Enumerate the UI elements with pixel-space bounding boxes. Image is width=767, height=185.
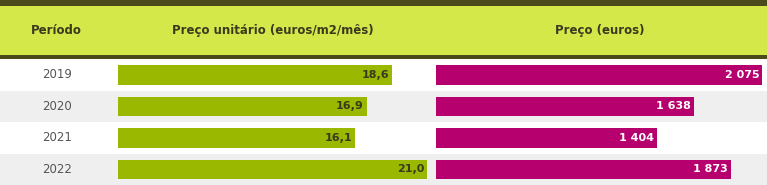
Bar <box>436 159 731 179</box>
Text: 2 075: 2 075 <box>725 70 759 80</box>
Text: 1 638: 1 638 <box>656 101 690 111</box>
Bar <box>436 128 657 148</box>
Bar <box>118 65 392 85</box>
Text: 18,6: 18,6 <box>361 70 389 80</box>
Text: 2019: 2019 <box>42 68 71 81</box>
Bar <box>118 97 367 116</box>
Text: Período: Período <box>31 23 82 37</box>
Bar <box>118 128 355 148</box>
Text: 2022: 2022 <box>42 163 71 176</box>
Text: 2021: 2021 <box>42 131 71 144</box>
Text: 1 404: 1 404 <box>619 133 654 143</box>
Text: 21,0: 21,0 <box>397 164 424 174</box>
Bar <box>436 65 762 85</box>
Text: Preço unitário (euros/m2/mês): Preço unitário (euros/m2/mês) <box>172 23 374 37</box>
Text: 1 873: 1 873 <box>693 164 728 174</box>
Text: 2020: 2020 <box>42 100 71 113</box>
Bar <box>118 159 427 179</box>
Text: 16,1: 16,1 <box>324 133 352 143</box>
Text: 16,9: 16,9 <box>336 101 364 111</box>
Bar <box>436 97 693 116</box>
Text: Preço (euros): Preço (euros) <box>555 23 644 37</box>
